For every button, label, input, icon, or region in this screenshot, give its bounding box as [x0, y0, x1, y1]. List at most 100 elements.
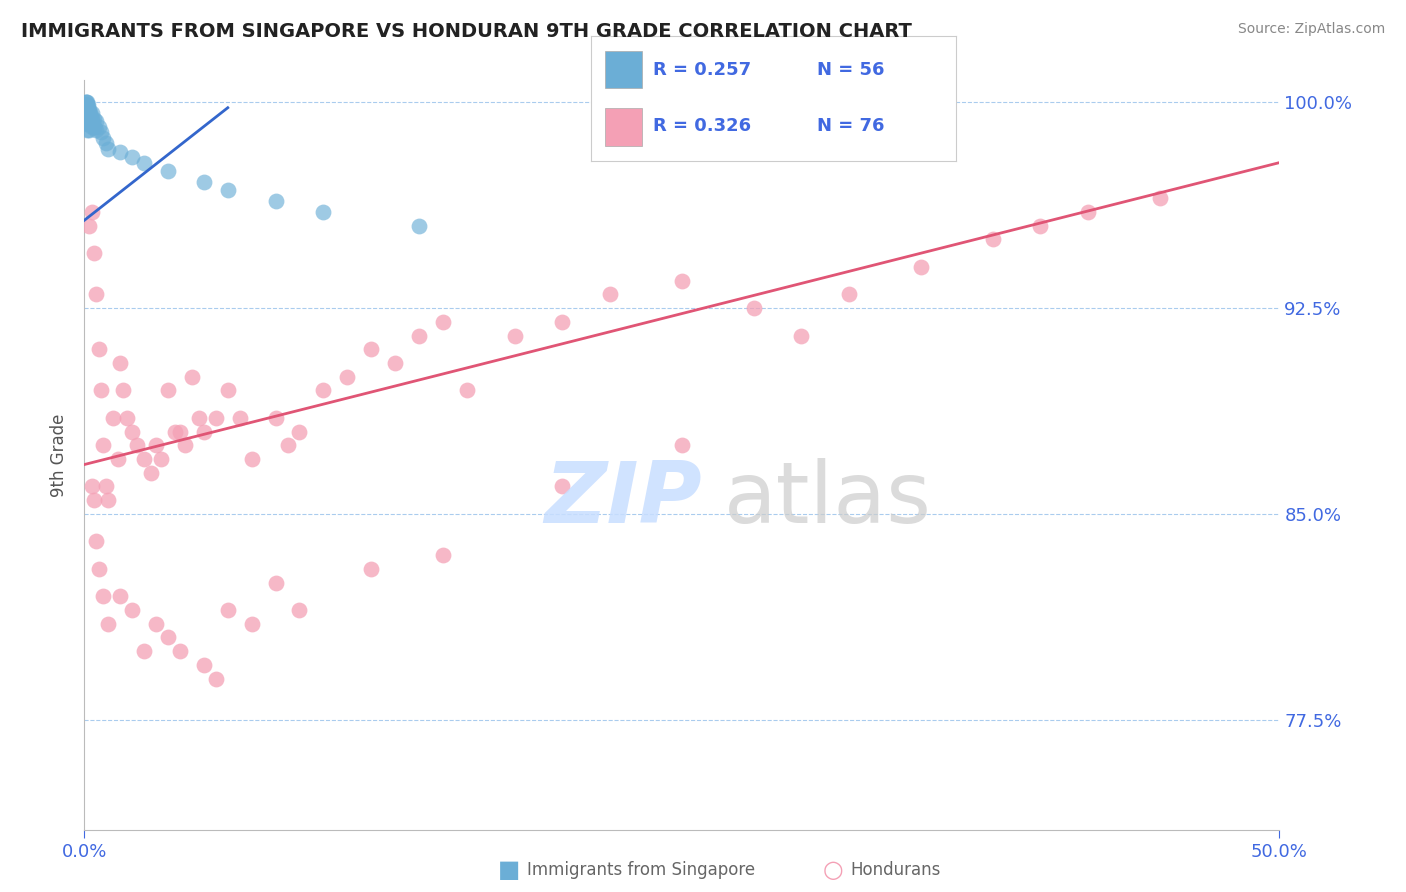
- Point: [360, 562, 382, 576]
- Point: [97, 493, 120, 508]
- Point: [456, 384, 478, 398]
- Point: [75, 98, 97, 112]
- Bar: [605, 51, 641, 88]
- Text: ■: ■: [498, 858, 520, 881]
- Text: ○: ○: [823, 858, 844, 881]
- Point: [217, 183, 239, 197]
- Point: [83, 120, 105, 134]
- Point: [90, 384, 112, 398]
- Y-axis label: 9th Grade: 9th Grade: [51, 413, 69, 497]
- Point: [76, 101, 98, 115]
- Point: [76, 103, 98, 118]
- Point: [188, 410, 211, 425]
- Point: [77, 114, 100, 128]
- Point: [432, 315, 454, 329]
- Point: [77, 219, 100, 233]
- Point: [77, 109, 100, 123]
- Text: Source: ZipAtlas.com: Source: ZipAtlas.com: [1237, 22, 1385, 37]
- Point: [83, 246, 105, 260]
- Point: [277, 438, 299, 452]
- Point: [312, 384, 335, 398]
- Point: [79, 106, 101, 120]
- Point: [157, 631, 180, 645]
- Point: [94, 136, 117, 151]
- Point: [205, 672, 228, 686]
- Text: ZIP: ZIP: [544, 458, 702, 541]
- Point: [97, 142, 120, 156]
- Point: [217, 603, 239, 617]
- Point: [910, 260, 932, 274]
- Point: [145, 616, 167, 631]
- Point: [790, 328, 813, 343]
- Bar: [605, 108, 641, 145]
- Text: N = 56: N = 56: [817, 61, 884, 79]
- Point: [551, 479, 574, 493]
- Point: [149, 452, 172, 467]
- Point: [77, 103, 100, 118]
- Point: [360, 343, 382, 357]
- Point: [205, 410, 228, 425]
- Point: [87, 120, 110, 134]
- Point: [76, 106, 98, 120]
- Point: [76, 95, 98, 110]
- Point: [408, 219, 430, 233]
- Point: [76, 122, 98, 136]
- Text: N = 76: N = 76: [817, 117, 884, 136]
- Point: [83, 493, 105, 508]
- Point: [173, 438, 195, 452]
- Point: [1149, 191, 1171, 205]
- Point: [86, 122, 108, 136]
- Point: [503, 328, 526, 343]
- Point: [132, 644, 156, 658]
- Point: [165, 425, 187, 439]
- Text: Hondurans: Hondurans: [851, 861, 941, 879]
- Point: [110, 356, 132, 370]
- Point: [157, 384, 180, 398]
- Point: [76, 103, 98, 118]
- Point: [145, 438, 167, 452]
- Point: [125, 438, 148, 452]
- Point: [981, 232, 1004, 246]
- Point: [111, 384, 134, 398]
- Point: [86, 287, 108, 301]
- Point: [76, 98, 98, 112]
- Point: [80, 114, 103, 128]
- Text: atlas: atlas: [724, 458, 932, 541]
- Point: [77, 117, 100, 131]
- Point: [288, 425, 311, 439]
- Point: [87, 562, 110, 576]
- Point: [76, 109, 98, 123]
- Point: [97, 616, 120, 631]
- Point: [76, 117, 98, 131]
- Point: [87, 343, 110, 357]
- Point: [79, 114, 101, 128]
- Point: [77, 106, 100, 120]
- Point: [384, 356, 406, 370]
- Point: [76, 114, 98, 128]
- Point: [408, 328, 430, 343]
- Point: [77, 98, 100, 112]
- Point: [80, 205, 103, 219]
- Point: [83, 120, 105, 134]
- Point: [288, 603, 311, 617]
- Text: R = 0.326: R = 0.326: [652, 117, 751, 136]
- Point: [83, 112, 105, 126]
- Point: [193, 175, 215, 189]
- Point: [77, 106, 100, 120]
- Point: [141, 466, 163, 480]
- Point: [76, 106, 98, 120]
- Point: [77, 103, 100, 118]
- Point: [121, 425, 143, 439]
- Point: [75, 95, 97, 110]
- Point: [1029, 219, 1052, 233]
- Point: [101, 410, 124, 425]
- Point: [90, 125, 112, 139]
- Text: IMMIGRANTS FROM SINGAPORE VS HONDURAN 9TH GRADE CORRELATION CHART: IMMIGRANTS FROM SINGAPORE VS HONDURAN 9T…: [21, 22, 912, 41]
- Point: [157, 164, 180, 178]
- Point: [75, 101, 97, 115]
- Point: [671, 274, 693, 288]
- Point: [77, 112, 100, 126]
- Point: [93, 589, 115, 603]
- Point: [264, 575, 287, 590]
- Point: [169, 644, 191, 658]
